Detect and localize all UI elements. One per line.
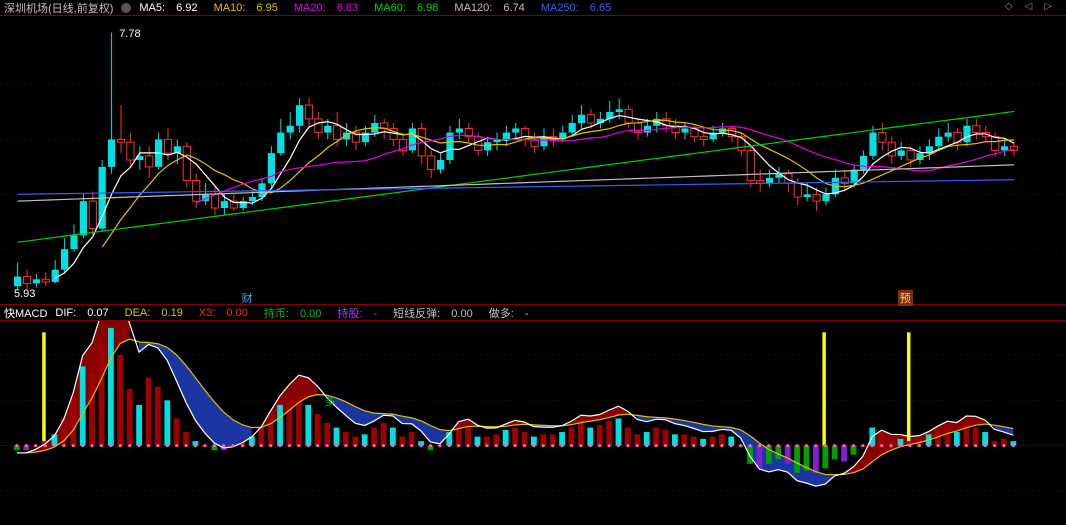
yu-tag: 预 (898, 290, 913, 306)
ma60-label: MA60: 6.98 (374, 2, 446, 14)
low-price-label: 5.93 (14, 288, 35, 300)
chigu-label: 持股: - (337, 305, 385, 321)
cai-tag: 财 (240, 290, 255, 306)
stock-title: 深圳机场(日线,前复权) (4, 0, 113, 16)
dea-label: DEA: 0.19 (125, 307, 191, 319)
stock-chart-container: 深圳机场(日线,前复权) MA5: 6.92 MA10: 6.95 MA20: … (0, 0, 1066, 523)
x3-label: X3: 0.00 (199, 307, 256, 319)
zuoduo-label: 做多: - (489, 305, 537, 321)
ma120-label: MA120: 6.74 (454, 2, 532, 14)
ma20-label: MA20: 6.83 (294, 2, 366, 14)
macd-name: 快MACD (4, 305, 47, 321)
main-chart-header: 深圳机场(日线,前复权) MA5: 6.92 MA10: 6.95 MA20: … (0, 0, 1066, 16)
macd-chart[interactable]: 多 (0, 321, 1066, 525)
ma250-label: MA250: 6.65 (541, 2, 619, 14)
dropdown-icon[interactable] (121, 3, 131, 13)
ma10-label: MA10: 6.95 (214, 2, 286, 14)
ma5-label: MA5: 6.92 (139, 2, 205, 14)
svg-text:多: 多 (324, 394, 335, 408)
macd-header: 快MACD DIF: 0.07 DEA: 0.19 X3: 0.00 持币: 0… (0, 305, 1066, 321)
chibi-label: 持币: 0.00 (264, 305, 330, 321)
candlestick-chart[interactable]: 7.78 5.93 财 预 (0, 16, 1066, 305)
dif-label: DIF: 0.07 (55, 307, 116, 319)
chart-nav-icons[interactable]: ◇◁▷ (1001, 1, 1060, 12)
duanxian-label: 短线反弹: 0.00 (393, 305, 481, 321)
high-price-label: 7.78 (119, 28, 140, 40)
